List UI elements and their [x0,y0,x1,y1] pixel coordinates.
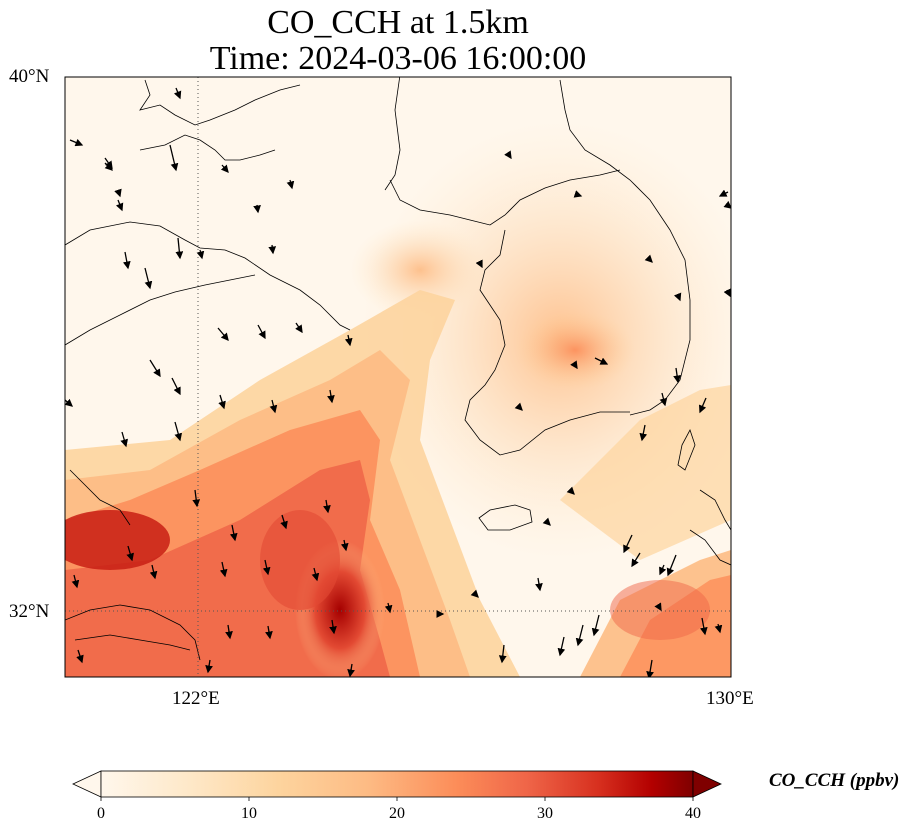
wind-arrow [575,624,584,647]
wind-arrow [126,545,134,562]
wind-arrow [265,625,273,640]
wind-arrow [591,614,600,637]
wind-arrow [644,254,653,263]
wind-arrow [340,539,349,552]
map-frame [64,76,732,678]
wind-arrow [174,421,183,442]
wind-arrow [384,602,393,614]
wind-arrow [557,636,566,657]
wind-arrow [144,267,153,290]
wind-arrow [217,327,229,341]
wind-arrow [120,431,128,448]
wind-arrow [268,244,277,255]
colorbar-label: CO_CCH (ppbv) [769,770,900,791]
concentration-field [65,77,731,677]
colorbar-tick-30: 30 [537,805,553,822]
wind-vectors [65,87,731,677]
wind-arrow [673,367,681,384]
wind-arrow [71,574,80,589]
wind-arrow [219,561,228,578]
wind-arrow [639,424,648,442]
wind-arrow [169,144,179,172]
wind-arrow [69,138,84,147]
wind-arrow [327,389,335,404]
wind-arrow [114,188,122,198]
wind-arrow [504,150,512,160]
wind-arrow [149,564,158,580]
wind-arrow [173,87,182,100]
wind-arrow [470,589,479,598]
colorbar-tick-0: 0 [97,805,105,822]
wind-arrow [269,399,278,414]
wind-arrow [329,619,337,635]
lat-label-40n: 40°N [9,66,50,87]
wind-arrow [311,567,320,582]
colorbar [72,770,722,801]
wind-arrow [149,359,161,378]
wind-arrow [659,392,668,407]
wind-arrow [192,489,201,508]
wind-arrow [196,249,205,260]
wind-arrow [347,663,355,677]
wind-arrow [673,292,682,302]
wind-arrow [76,649,84,664]
wind-arrow [714,623,723,634]
wind-arrow [122,251,131,270]
wind-arrow [723,200,731,209]
wind-arrow [666,554,677,577]
wind-arrow [475,259,483,269]
wind-arrow [623,534,633,554]
wind-arrow [699,617,708,636]
colorbar-tick-10: 10 [241,805,257,822]
wind-arrow [631,552,641,568]
wind-arrow [542,517,551,526]
map-subtitle: Time: 2024-03-06 16:00:00 [209,40,587,77]
wind-arrow [218,394,226,410]
wind-arrow [718,189,729,197]
wind-arrow [723,288,731,298]
colorbar-tick-20: 20 [389,805,405,822]
wind-arrow [323,499,331,514]
wind-arrow [225,624,233,640]
wind-arrow [65,398,73,407]
wind-arrow [115,199,124,212]
wind-arrow [253,204,261,214]
wind-arrow [535,577,543,592]
wind-arrow [659,564,667,576]
colorbar-bar [100,770,694,798]
wind-arrow [295,322,303,334]
wind-arrow [262,559,271,576]
colorbar-extend-low [72,770,102,798]
wind-arrow [573,190,583,198]
wind-arrow [498,644,507,664]
wind-arrow [220,164,229,173]
coastlines [65,77,731,661]
wind-arrow [104,157,113,170]
wind-arrow [566,486,575,495]
lon-label-122e: 122°E [172,688,220,709]
wind-arrow [205,659,213,674]
wind-arrow [646,659,654,677]
wind-arrow [698,397,707,414]
lon-label-130e: 130°E [706,688,754,709]
wind-arrow [654,602,662,612]
wind-arrow [514,402,523,411]
wind-arrow [594,357,609,365]
wind-arrow [175,237,184,260]
wind-arrow [257,324,266,340]
wind-arrow [344,334,353,347]
wind-arrow [171,377,181,396]
wind-arrow [280,514,288,530]
wind-arrow [286,179,295,190]
lat-label-32n: 32°N [9,601,50,622]
map-title: CO_CCH at 1.5km [267,4,529,41]
colorbar-tick-40: 40 [685,805,701,822]
colorbar-extend-high [692,770,722,798]
wind-arrow [570,360,578,370]
wind-arrow [229,524,238,542]
